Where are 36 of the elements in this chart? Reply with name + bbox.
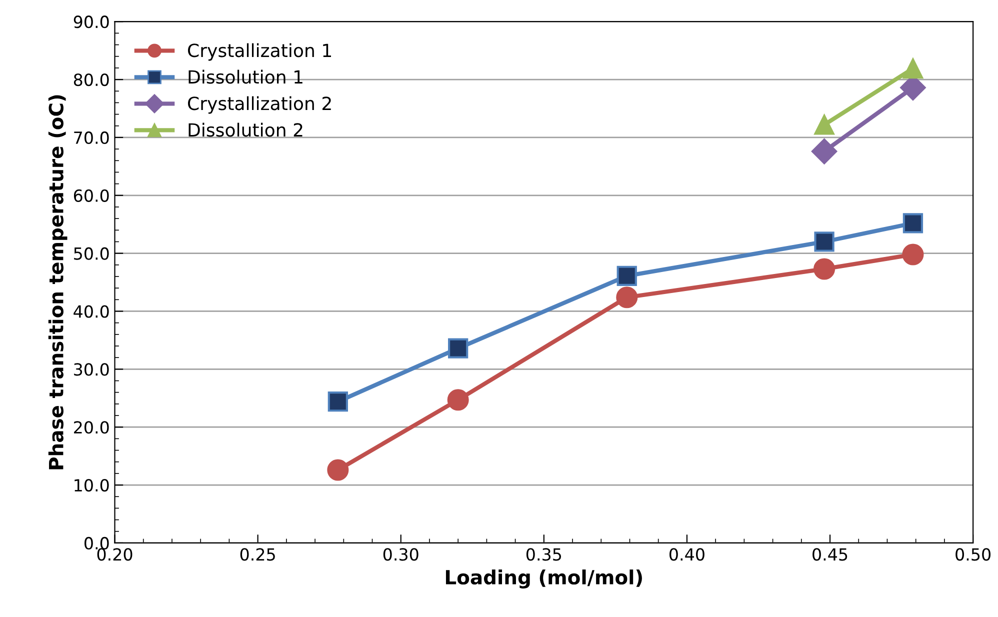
x-tick-label: 0.45 [812,548,848,561]
legend-label: Crystallization 1 [188,43,331,61]
y-tick-label: 30.0 [74,363,109,376]
legend-label: Dissolution 2 [188,122,302,137]
point [811,138,838,164]
x-tick-label: 0.40 [670,548,704,561]
x-tick-label: 0.20 [97,548,132,561]
point [448,338,468,358]
y-tick-label: 70.0 [74,131,109,144]
point [814,232,834,252]
point [902,244,924,266]
x-tick-label: 0.25 [240,548,275,561]
legend-label: Crystallization 2 [188,96,331,114]
x-tick-label: 0.35 [526,548,562,561]
x-tick-label: 0.30 [383,548,418,561]
y-axis-title: Phase transition temperature (oC) [48,95,68,470]
point [447,389,469,411]
point [616,266,637,286]
y-tick-label: 60.0 [74,189,109,202]
point [814,114,834,135]
point [327,459,349,481]
x-tick-label: 0.50 [956,548,990,561]
x-axis-title: Loading (mol/mol) [446,570,642,588]
y-tick-label: 90.0 [74,16,109,28]
y-tick-label: 80.0 [74,73,109,86]
y-tick-label: 10.0 [74,478,109,492]
point [902,213,924,234]
point [902,58,924,79]
legend-label: Dissolution 1 [188,70,302,84]
y-tick-label: 40.0 [74,305,109,318]
point [814,258,836,280]
point [616,286,638,308]
y-tick-label: 20.0 [74,421,109,434]
y-tick-label: 50.0 [74,247,109,260]
y-tick-label: 0.0 [84,536,109,550]
point [328,392,348,412]
